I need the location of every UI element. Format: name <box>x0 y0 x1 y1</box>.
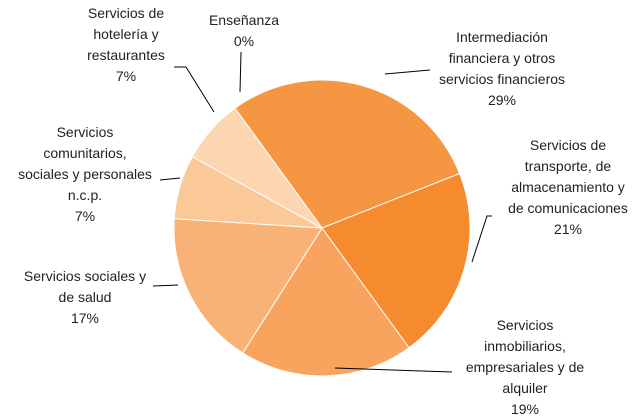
leader-line <box>334 367 453 373</box>
leader-line <box>174 66 215 113</box>
slice-label: Servicios sociales y de salud <box>24 268 146 305</box>
pie-slice <box>173 218 323 354</box>
pie-slice <box>234 79 461 229</box>
slice-label: Servicios de transporte, de almacenamiento… <box>508 137 628 216</box>
slice-label: Intermediación financiera y otros servicio… <box>439 29 565 87</box>
slice-label: Enseñanza <box>209 12 279 28</box>
value-label: 21% <box>554 221 582 237</box>
leader-line <box>239 51 242 93</box>
leader-line <box>384 69 431 75</box>
value-label: 29% <box>488 92 516 108</box>
value-label: 7% <box>75 208 95 224</box>
pie-slice <box>191 107 323 229</box>
leader-line <box>471 215 492 263</box>
slice-label: Servicios comunitarios, sociales y persona… <box>18 124 152 203</box>
pie-slice <box>242 227 410 377</box>
value-label: 0% <box>234 33 254 49</box>
value-label: 7% <box>116 68 136 84</box>
value-label: 17% <box>71 310 99 326</box>
leader-line <box>159 177 181 181</box>
slice-label: Servicios de hotelería y restaurantes <box>87 5 165 63</box>
slice-label: Servicios inmobiliarios, empresariales y d… <box>466 317 584 396</box>
value-label: 19% <box>511 401 539 417</box>
pie-slice <box>321 172 471 349</box>
leader-line <box>152 284 179 287</box>
